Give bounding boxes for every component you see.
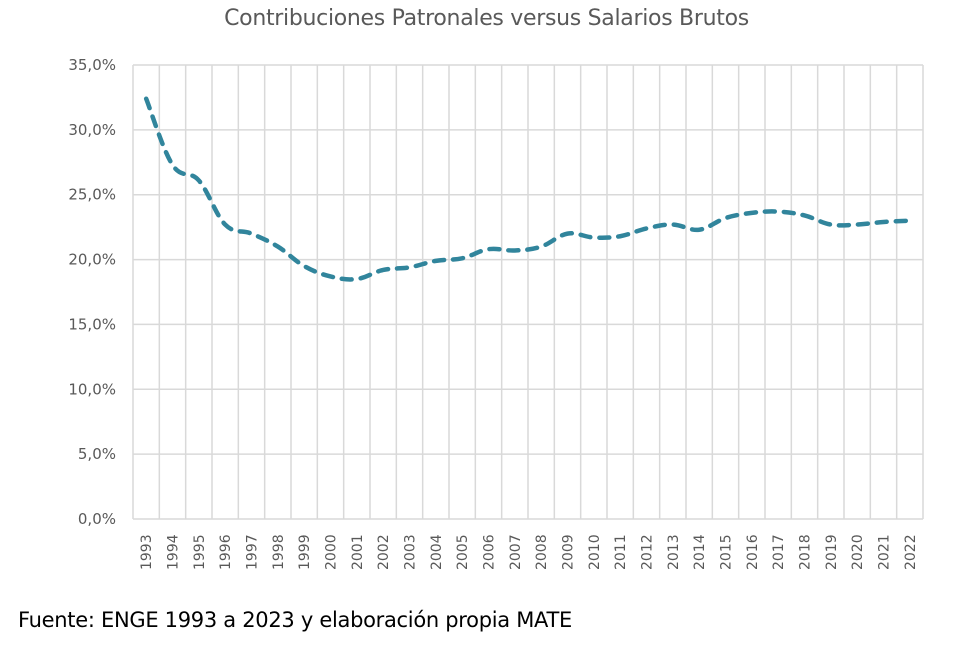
x-tick-label: 2018 [798,534,814,570]
x-tick-label: 2005 [455,534,471,570]
data-point [513,248,517,252]
x-tick-label: 1999 [297,534,313,570]
data-point [144,97,148,101]
x-tick-label: 2015 [719,534,735,570]
data-point [592,236,596,240]
x-tick-label: 1997 [245,534,261,570]
data-point [724,216,728,220]
gridlines [132,64,924,520]
data-point [882,220,886,224]
x-tick-label: 2022 [903,534,919,570]
data-point [539,245,543,249]
x-tick-label: 1996 [218,534,234,570]
x-tick-label: 2010 [587,534,603,570]
x-tick-label: 2019 [824,534,840,570]
y-tick-label: 15,0% [68,315,116,333]
y-tick-label: 35,0% [68,56,116,74]
line-chart: 0,0% 5,0% 10,0% 15,0% 20,0% 25,0% 30,0% 35,0% 1… [68,56,924,570]
y-tick-label: 10,0% [68,380,116,398]
x-tick-label: 2002 [376,534,392,570]
data-point [697,228,701,232]
data-point [250,232,254,236]
data-point [381,268,385,272]
x-tick-label: 2021 [877,534,893,570]
x-tick-label: 2007 [508,534,524,570]
x-tick-label: 2008 [534,534,550,570]
x-tick-label: 2011 [613,534,629,570]
data-point [803,213,807,217]
x-tick-label: 1993 [139,534,155,570]
data-point [329,274,333,278]
x-tick-label: 2004 [429,534,445,570]
x-tick-label: 1995 [192,534,208,570]
data-point [171,163,175,167]
data-point [618,234,622,238]
data-point [302,264,306,268]
data-point [855,223,859,227]
y-tick-label: 30,0% [68,121,116,139]
data-point [566,232,570,236]
x-tick-label: 2017 [771,534,787,570]
y-tick-label: 0,0% [78,510,116,528]
y-tick-label: 20,0% [68,251,116,269]
x-tick-label: 2014 [692,534,708,570]
data-point [671,223,675,227]
data-point [355,277,359,281]
x-tick-label: 2003 [403,534,419,570]
source-note: Fuente: ENGE 1993 a 2023 y elaboración p… [18,608,572,632]
series-layer [143,96,913,282]
data-point [829,223,833,227]
x-tick-label: 2009 [561,534,577,570]
data-point [776,210,780,214]
series-line [143,96,913,282]
data-point [750,211,754,215]
data-point [487,247,491,251]
x-tick-label: 2000 [324,534,340,570]
x-tick-label: 2016 [745,534,761,570]
y-axis-ticks: 0,0% 5,0% 10,0% 15,0% 20,0% 25,0% 30,0% 35,0% [68,56,116,528]
y-tick-label: 25,0% [68,186,116,204]
y-tick-label: 5,0% [78,445,116,463]
data-point [908,219,912,223]
data-point [645,226,649,230]
x-tick-label: 2020 [850,534,866,570]
data-point [276,245,280,249]
chart-title: Contribuciones Patronales versus Salario… [224,6,749,31]
x-tick-label: 2013 [666,534,682,570]
x-tick-label: 2012 [640,534,656,570]
data-point [197,178,201,182]
data-point [408,265,412,269]
x-tick-label: 2006 [482,534,498,570]
x-tick-label: 1994 [166,534,182,570]
x-tick-label: 2001 [350,534,366,570]
x-axis-ticks: 1993 1994 1995 1996 1997 1998 1999 2000 2001 2002… [139,534,919,570]
data-point [460,256,464,260]
x-tick-label: 1998 [271,534,287,570]
data-point [223,223,227,227]
data-point [434,259,438,263]
